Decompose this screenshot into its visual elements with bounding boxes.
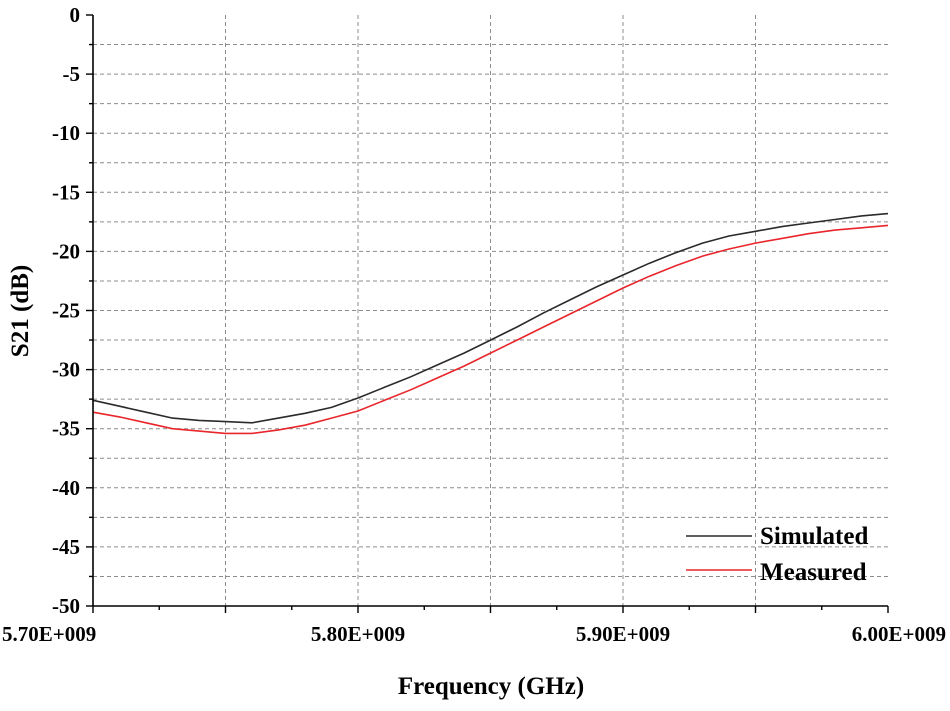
y-tick-label: -10 xyxy=(52,121,80,145)
series-line-simulated xyxy=(92,212,889,424)
grid-layer xyxy=(93,15,888,606)
series-layer xyxy=(92,212,889,435)
x-tick-label: 5.80E+009 xyxy=(311,622,405,646)
y-tick-label: -30 xyxy=(52,358,80,382)
y-tick-label: 0 xyxy=(70,3,81,27)
y-tick-label: -25 xyxy=(52,299,80,323)
tick-label-layer: 0 -5 -10 -15 -20 -25 -30 -35 -40 -45 -50 5.70E+009 5… xyxy=(2,3,946,646)
x-tick-label: 6.00E+009 xyxy=(852,622,946,646)
x-tick-label: 5.70E+009 xyxy=(2,622,96,646)
y-tick-label: -40 xyxy=(52,476,80,500)
axis-layer xyxy=(86,14,889,613)
legend-label-measured: Measured xyxy=(760,559,867,586)
y-tick-label: -35 xyxy=(52,417,80,441)
legend: Simulated Measured xyxy=(686,523,868,586)
legend-label-simulated: Simulated xyxy=(760,523,868,550)
y-tick-label: -45 xyxy=(52,535,80,559)
x-tick-label: 5.90E+009 xyxy=(576,622,670,646)
x-axis-title: Frequency (GHz) xyxy=(398,673,584,700)
y-tick-label: -5 xyxy=(63,62,81,86)
y-axis-title: S21 (dB) xyxy=(7,265,34,357)
y-tick-label: -20 xyxy=(52,239,80,263)
series-line-measured xyxy=(92,224,889,435)
y-tick-label: -15 xyxy=(52,180,80,204)
y-tick-label: -50 xyxy=(52,594,80,618)
